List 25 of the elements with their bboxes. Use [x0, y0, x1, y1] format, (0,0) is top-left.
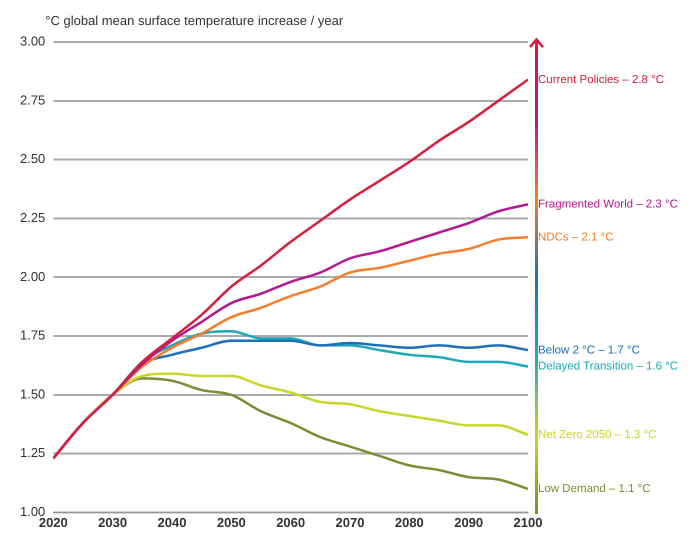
- series-label: Fragmented World – 2.3 °C: [538, 198, 678, 210]
- series-label: Below 2 °C – 1.7 °C: [538, 344, 640, 356]
- y-axis-title: °C global mean surface temperature increase / year: [45, 13, 344, 28]
- series-label: Low Demand – 1.1 °C: [538, 483, 651, 496]
- y-tick-label: 3.00: [20, 34, 46, 49]
- y-tick-label: 2.50: [20, 151, 46, 166]
- series-label: Delayed Transition – 1.6 °C: [538, 360, 678, 373]
- x-tick-label: 2040: [158, 514, 186, 530]
- y-tick-label: 1.50: [20, 386, 46, 402]
- x-tick-label: 2030: [98, 514, 128, 530]
- y-tick-label: 2.25: [20, 210, 46, 225]
- y-tick-label: 1.25: [20, 445, 46, 460]
- series-label: Current Policies – 2.8 °C: [538, 74, 664, 86]
- x-tick-label: 2100: [514, 514, 542, 530]
- x-tick-label: 2080: [394, 514, 424, 530]
- x-tick-label: 2060: [276, 514, 306, 530]
- line-series: [53, 78, 528, 460]
- y-tick-label: 2.00: [20, 268, 46, 284]
- x-tick-label: 2070: [336, 514, 364, 530]
- series-label: NDCs – 2.1 °C: [538, 231, 614, 244]
- y-tick-label: 1.75: [20, 328, 46, 343]
- x-tick-label: 2090: [454, 514, 484, 530]
- x-tick-label: 2050: [216, 514, 246, 530]
- series-label: Net Zero 2050 – 1.3 °C: [538, 428, 656, 441]
- y-tick-label: 2.75: [20, 92, 46, 108]
